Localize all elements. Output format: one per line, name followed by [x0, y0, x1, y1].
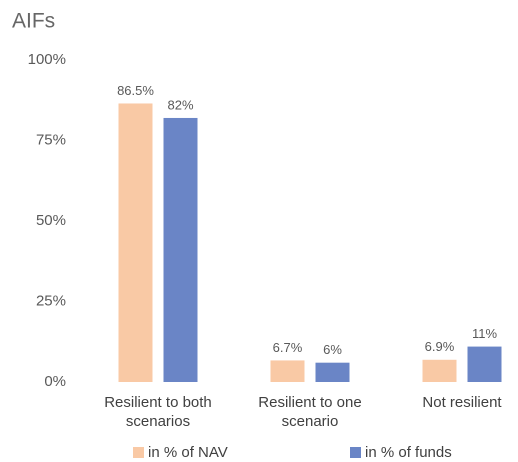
bar [467, 346, 502, 382]
y-tick-label: 25% [36, 292, 66, 309]
x-tick-label: Not resilient [422, 394, 502, 411]
y-tick-label: 100% [28, 51, 66, 68]
legend-swatch [133, 447, 144, 458]
legend-label: in % of NAV [148, 444, 228, 461]
bar [422, 359, 457, 382]
bar [315, 362, 350, 382]
x-tick-label: Resilient to both scenarios [104, 394, 212, 430]
bar [163, 117, 198, 383]
data-label: 6% [323, 342, 342, 357]
chart-title: AIFs [12, 10, 55, 33]
data-label: 11% [472, 326, 497, 341]
y-tick-label: 50% [36, 212, 66, 229]
legend-label: in % of funds [365, 444, 452, 461]
x-tick-label: Resilient to one scenario [258, 394, 362, 430]
y-tick-label: 75% [36, 131, 66, 148]
y-tick-label: 0% [44, 373, 66, 390]
bar [118, 103, 153, 382]
data-label: 6.7% [273, 340, 303, 355]
data-label: 86.5% [117, 83, 154, 98]
data-label: 6.9% [425, 339, 455, 354]
bar [270, 360, 305, 382]
data-label: 82% [167, 97, 193, 112]
legend-swatch [350, 447, 361, 458]
